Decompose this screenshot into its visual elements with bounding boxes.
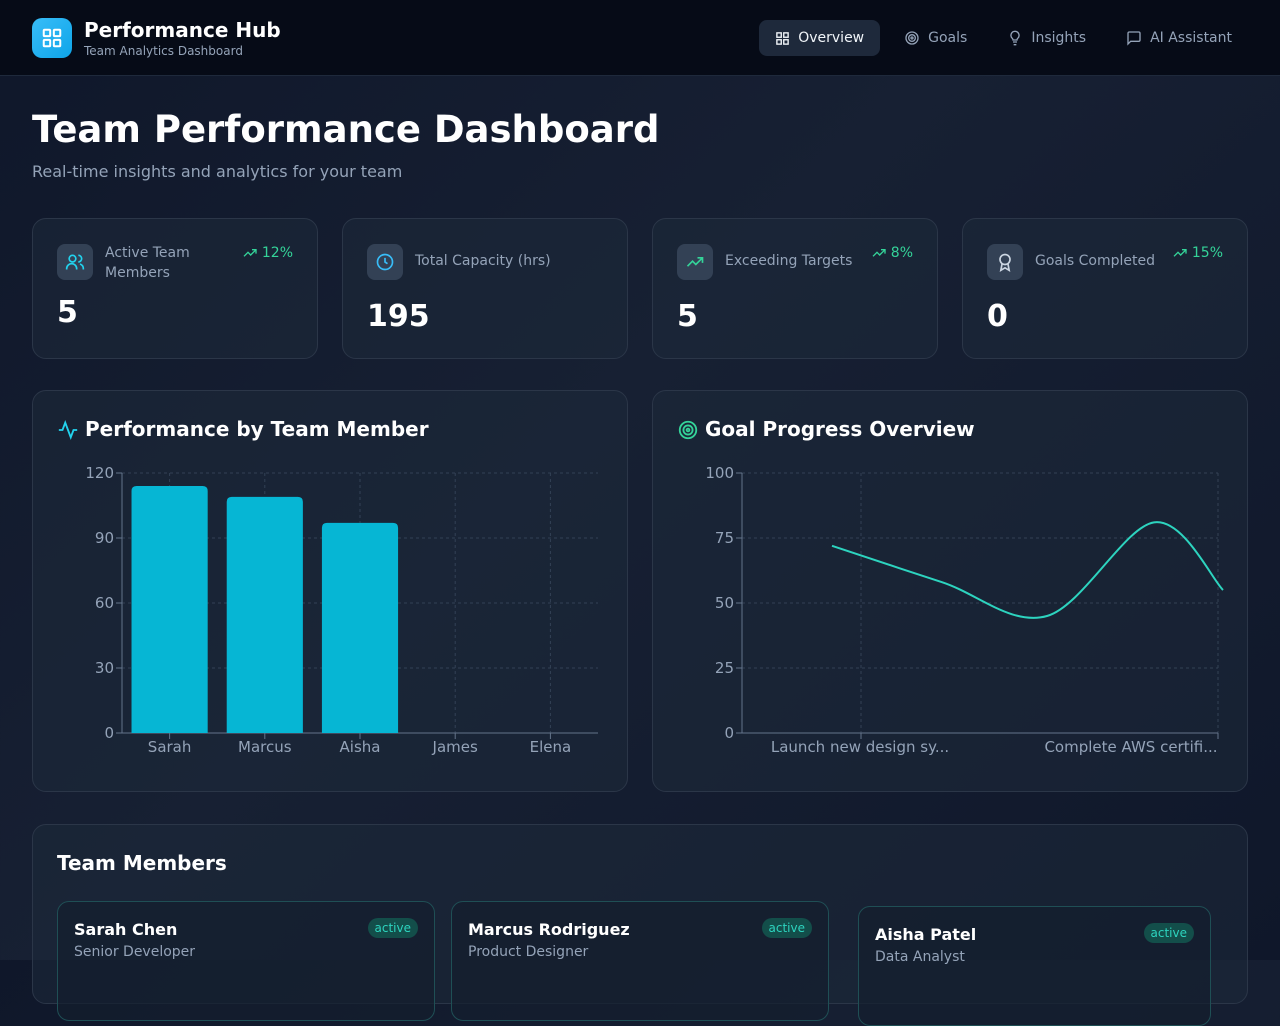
stat-icon-box <box>987 244 1023 280</box>
member-name: Sarah Chen <box>74 920 178 939</box>
trending-up-icon <box>243 249 257 257</box>
goal-progress-line-chart: 0 25 50 75 100 Launch new design sy... Complet… <box>705 464 1224 756</box>
stat-card-exceeding-targets: Exceeding Targets 8% 5 <box>652 218 938 359</box>
member-role: Senior Developer <box>74 944 196 960</box>
x-tick-label: Marcus <box>238 738 292 756</box>
status-badge: active <box>1143 923 1194 943</box>
member-role: Product Designer <box>468 944 589 960</box>
x-tick-label: Aisha <box>340 738 381 756</box>
stat-trend: 12% <box>242 245 293 261</box>
goal-progress-title: Goal Progress Overview <box>705 417 975 441</box>
member-card-aisha[interactable]: Aisha Patel Data Analyst active <box>858 906 1211 1026</box>
nav-insights-label: Insights <box>1031 30 1087 46</box>
brand-subtitle: Team Analytics Dashboard <box>84 44 243 58</box>
y-tick-label: 0 <box>724 724 734 742</box>
award-icon <box>999 253 1011 272</box>
status-badge: active <box>367 918 418 938</box>
stat-value: 5 <box>57 295 78 330</box>
y-tick-label: 30 <box>95 659 114 677</box>
users-icon <box>65 254 85 270</box>
bar-marcus <box>226 496 303 733</box>
x-tick-label: Complete AWS certifi... <box>1044 738 1217 756</box>
stat-value: 195 <box>367 299 430 334</box>
y-tick-label: 100 <box>705 464 734 482</box>
stat-icon-box <box>677 244 713 280</box>
top-navigation-bar: Performance Hub Team Analytics Dashboard… <box>0 0 1280 76</box>
x-tick-label: Sarah <box>148 738 192 756</box>
performance-chart-panel: Performance by Team Member 0 30 60 90 120 Sar… <box>32 390 628 792</box>
bar-sarah <box>131 486 208 733</box>
member-name: Marcus Rodriguez <box>468 920 630 939</box>
nav-insights[interactable]: Insights <box>991 20 1102 56</box>
member-card-marcus[interactable]: Marcus Rodriguez Product Designer active <box>451 901 829 1021</box>
stat-trend-value: 8% <box>890 245 913 261</box>
stat-icon-box <box>367 244 403 280</box>
page-subtitle: Real-time insights and analytics for you… <box>32 162 403 181</box>
y-tick-label: 25 <box>715 659 734 677</box>
stat-label: Goals Completed <box>1035 253 1155 269</box>
y-tick-label: 60 <box>95 594 114 612</box>
stat-label: Active Team Members <box>105 245 190 281</box>
stat-trend-value: 15% <box>1191 245 1223 261</box>
x-tick-label: James <box>432 738 478 756</box>
app-logo[interactable] <box>32 18 72 58</box>
target-icon <box>905 31 919 45</box>
stat-card-goals-completed: Goals Completed 15% 0 <box>962 218 1248 359</box>
status-badge: active <box>761 918 812 938</box>
nav-ai-assistant[interactable]: AI Assistant <box>1110 20 1248 56</box>
member-name: Aisha Patel <box>875 925 977 944</box>
member-role: Data Analyst <box>875 949 965 965</box>
x-tick-label: Launch new design sy... <box>771 738 949 756</box>
stat-card-total-capacity: Total Capacity (hrs) 195 <box>342 218 628 359</box>
trending-up-icon <box>686 257 704 267</box>
member-card-sarah[interactable]: Sarah Chen Senior Developer active <box>57 901 435 1021</box>
activity-icon <box>58 420 78 440</box>
y-tick-label: 50 <box>715 594 734 612</box>
message-icon <box>1127 31 1141 46</box>
trending-up-icon <box>872 249 886 257</box>
performance-bar-chart: 0 30 60 90 120 Sarah Marcus Aisha James Elena <box>85 464 598 756</box>
y-tick-label: 75 <box>715 529 734 547</box>
stat-trend-value: 12% <box>261 245 293 261</box>
nav-overview-label: Overview <box>798 30 865 46</box>
clock-icon <box>376 253 394 271</box>
page-title: Team Performance Dashboard <box>32 108 660 151</box>
team-members-title: Team Members <box>57 851 227 875</box>
brand-title: Performance Hub <box>84 18 281 42</box>
nav-goals[interactable]: Goals <box>888 20 983 56</box>
performance-chart-title: Performance by Team Member <box>85 417 429 441</box>
grid-logo-icon <box>42 28 62 48</box>
stat-card-active-members: Active Team Members 12% 5 <box>32 218 318 359</box>
goal-progress-line <box>831 521 1224 619</box>
trending-up-icon <box>1173 249 1187 257</box>
stat-label: Total Capacity (hrs) <box>415 253 551 269</box>
stat-value: 5 <box>677 299 698 334</box>
x-tick-label: Elena <box>530 738 572 756</box>
nav-goals-label: Goals <box>928 30 968 46</box>
y-tick-label: 120 <box>85 464 114 482</box>
stat-value: 0 <box>987 299 1008 334</box>
lightbulb-icon <box>1010 30 1021 46</box>
bar-aisha <box>321 522 399 733</box>
y-tick-label: 90 <box>95 529 114 547</box>
nav-ai-assistant-label: AI Assistant <box>1150 30 1232 46</box>
stat-icon-box <box>57 244 93 280</box>
main-nav: Overview Goals Insights AI Assistant <box>759 20 1248 56</box>
stat-trend: 15% <box>1172 245 1223 261</box>
target-icon <box>678 420 698 440</box>
goal-progress-panel: Goal Progress Overview 0 25 50 75 100 Launch … <box>652 390 1248 792</box>
grid-icon <box>776 31 790 45</box>
stat-trend: 8% <box>871 245 913 261</box>
team-members-section: Team Members Sarah Chen Senior Developer… <box>32 824 1248 1026</box>
nav-overview[interactable]: Overview <box>759 20 881 56</box>
y-tick-label: 0 <box>104 724 114 742</box>
stat-label: Exceeding Targets <box>725 253 853 269</box>
